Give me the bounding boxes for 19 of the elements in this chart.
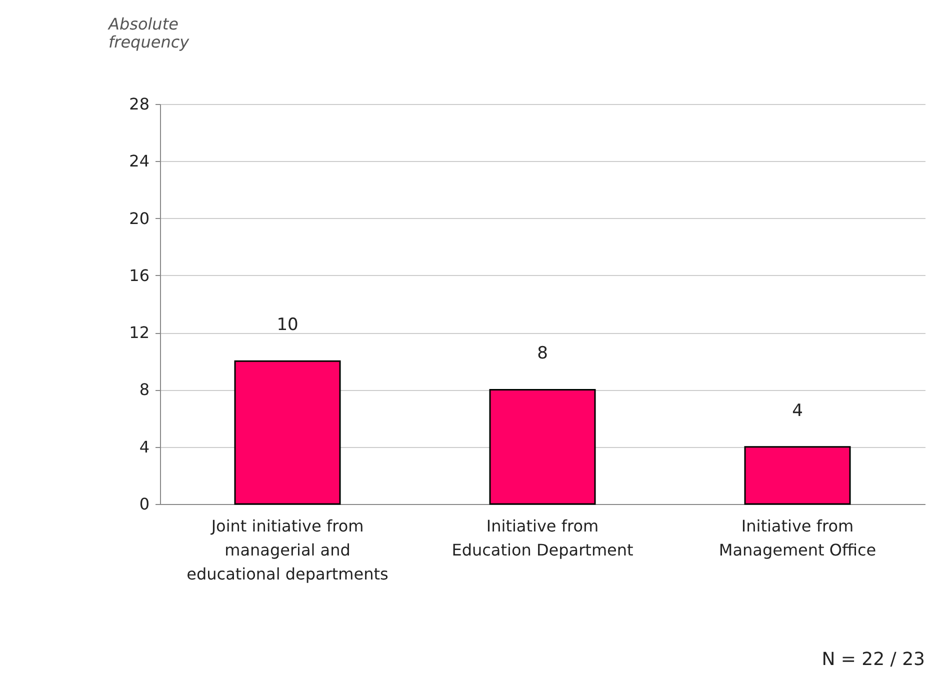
y-tick-label: 4: [139, 437, 150, 456]
y-tick-label: 8: [139, 380, 150, 400]
text: N = 22 / 23: [822, 649, 925, 670]
y-tick-label: 28: [129, 94, 150, 114]
x-tick-label: Initiative from Management Office: [718, 516, 876, 560]
data-label: 4: [792, 400, 803, 421]
y-tick-label: 0: [139, 494, 150, 514]
data-label: 8: [537, 344, 548, 364]
x-tick-label: Joint initiative from managerial and educational departments: [186, 516, 388, 584]
x-tick-label: Initiative from Education Department: [452, 516, 634, 560]
y-tick-label: 24: [129, 152, 150, 171]
data-label: 10: [276, 315, 298, 336]
y-axis-title: Absolute frequency: [108, 14, 190, 52]
bar: [234, 360, 341, 505]
y-tick-label: 16: [129, 266, 150, 285]
y-tick-label: 12: [129, 323, 150, 342]
bar: [744, 446, 851, 505]
y-tick-label: 20: [129, 208, 150, 228]
bar: [489, 388, 596, 505]
